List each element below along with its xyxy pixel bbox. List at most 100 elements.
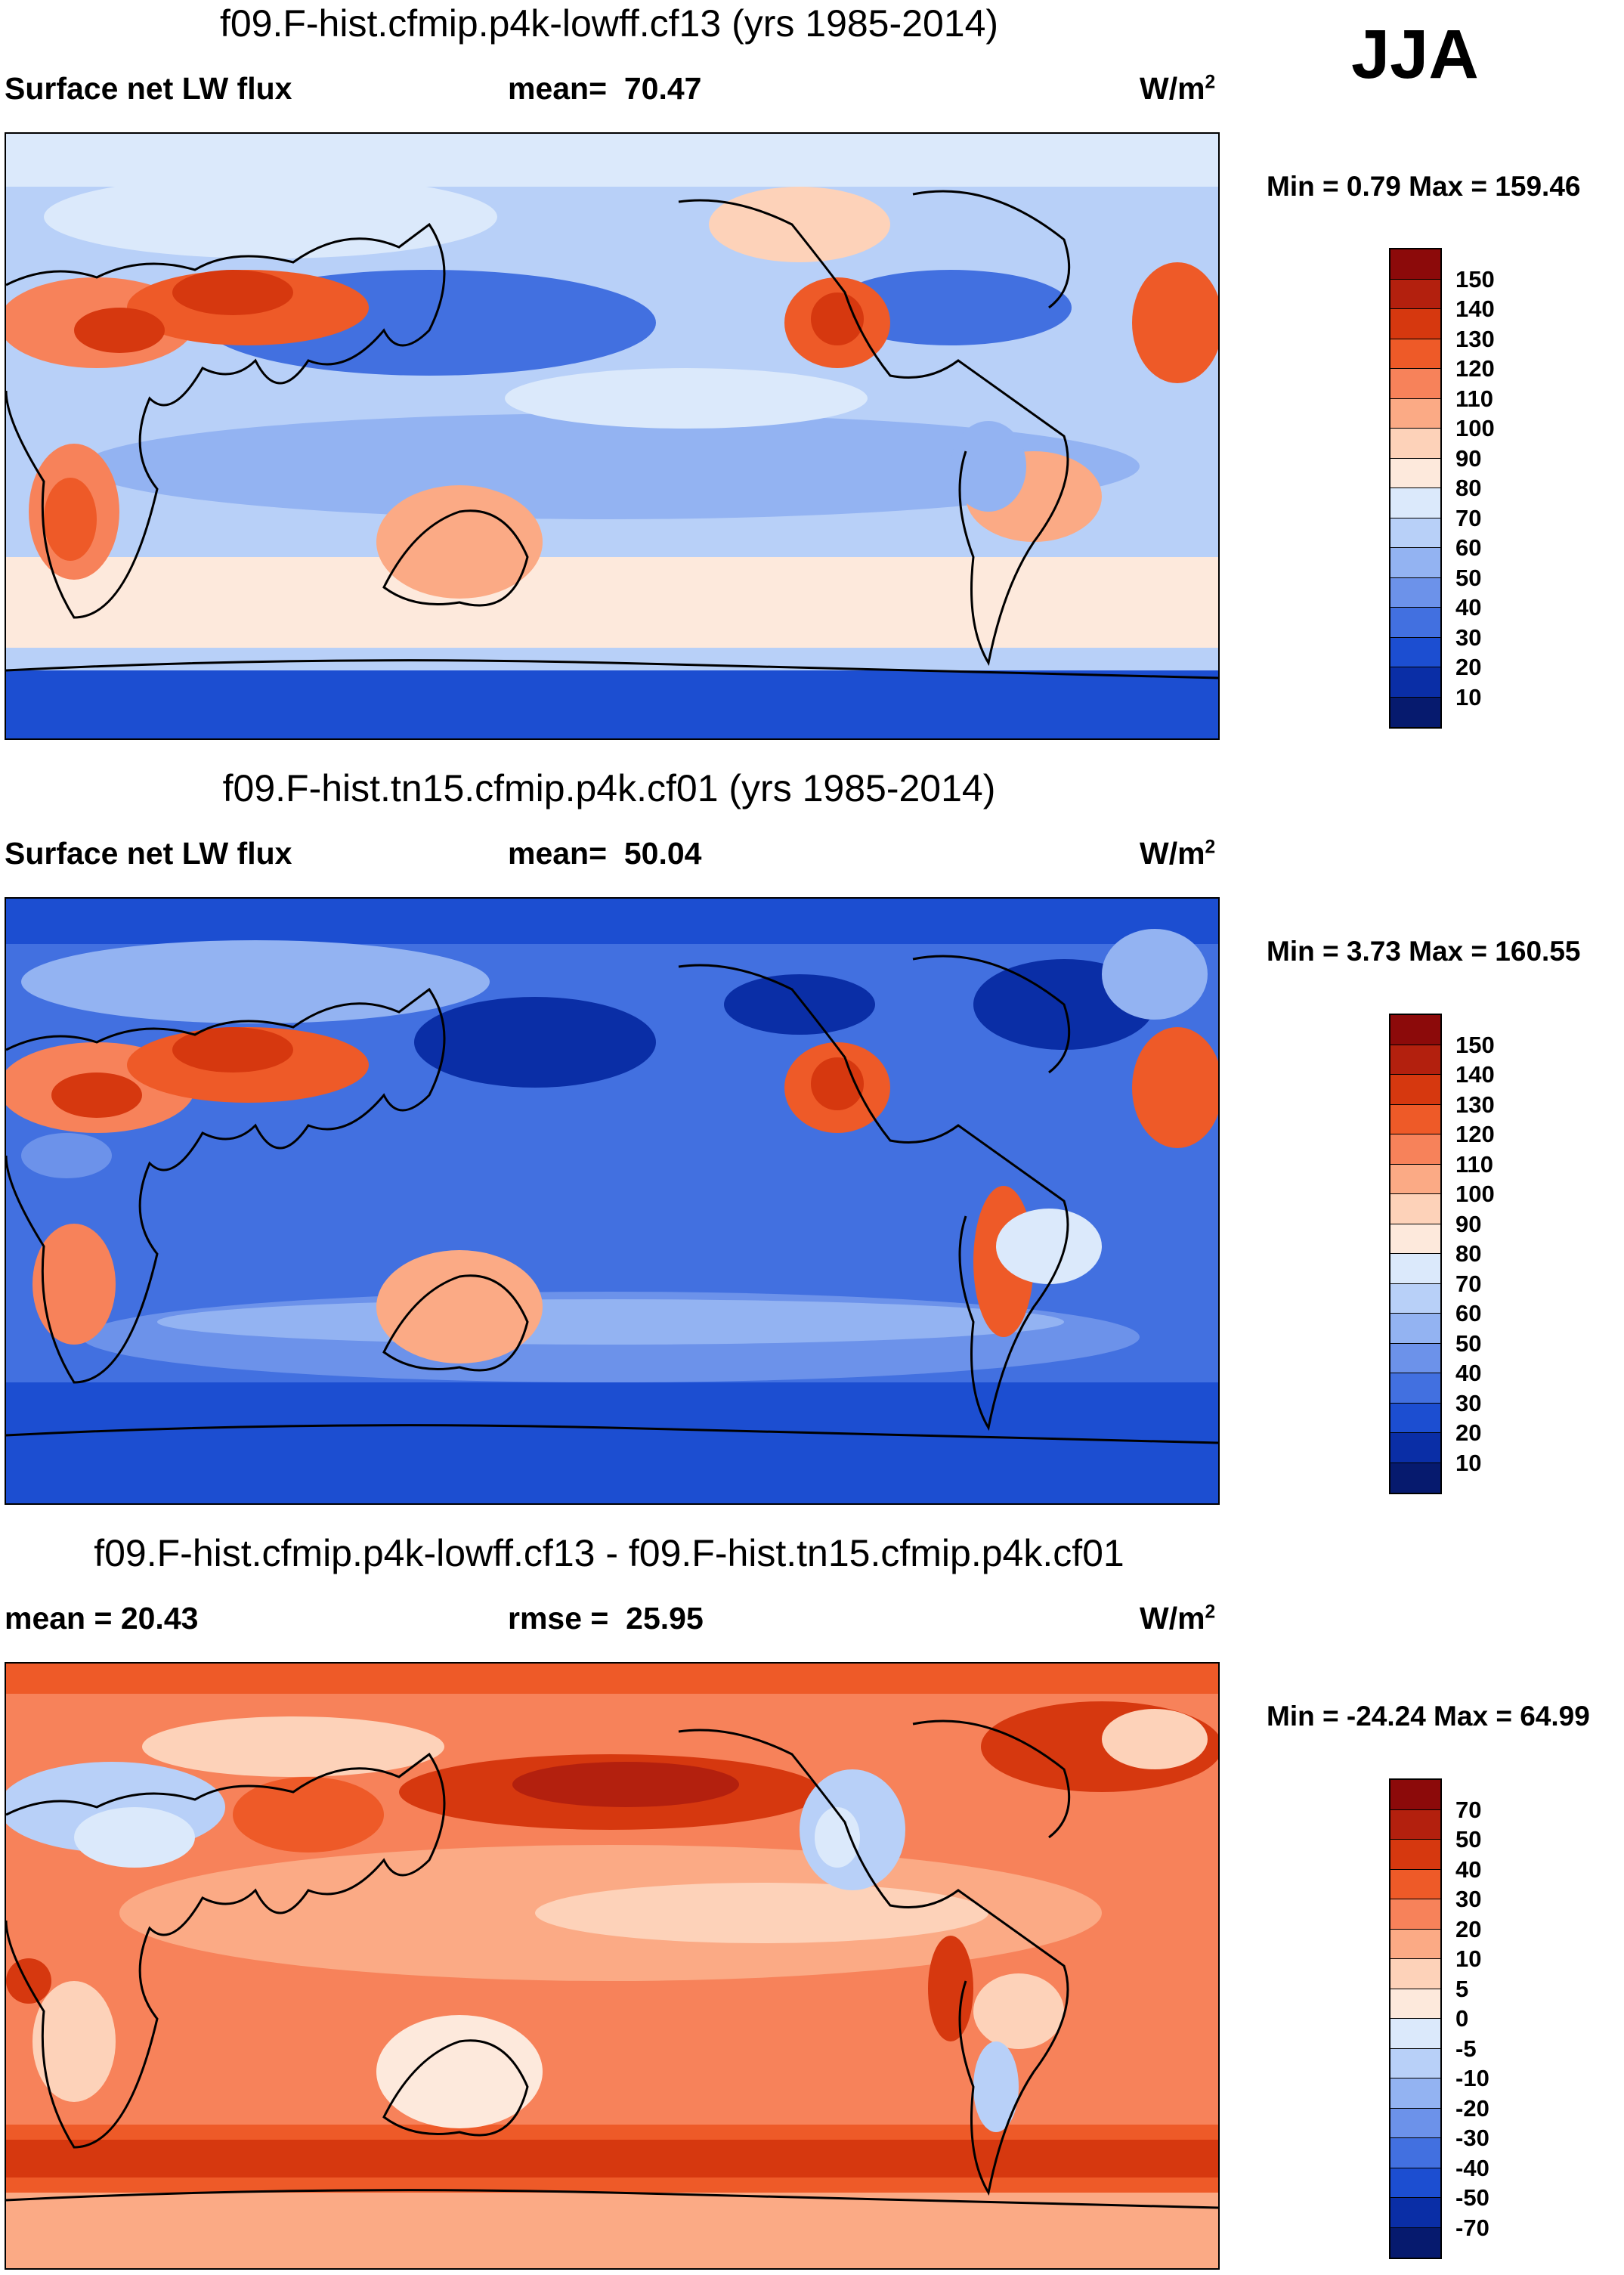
colorbar-tick-label: 30 [1455, 1389, 1482, 1416]
colorbar-swatch [1390, 1809, 1440, 1840]
colorbar-swatch [1390, 1015, 1440, 1045]
colorbar-tick-label: 10 [1455, 1449, 1482, 1476]
panel3-rmse: rmse = 25.95 [508, 1601, 704, 1636]
colorbar-tick-label: 50 [1455, 1329, 1482, 1357]
colorbar-swatch [1390, 1959, 1440, 1989]
panel2-units: W/m2 [1140, 836, 1216, 871]
colorbar-tick-label: 30 [1455, 624, 1482, 651]
colorbar-swatch [1390, 2019, 1440, 2049]
colorbar-tick-label: 90 [1455, 444, 1482, 472]
colorbar-tick-label: 140 [1455, 296, 1495, 322]
colorbar-swatch [1390, 458, 1440, 488]
colorbar-tick-label: 90 [1455, 1210, 1482, 1237]
panel3-mean: mean = 20.43 [5, 1601, 199, 1636]
colorbar-swatch [1390, 2048, 1440, 2078]
panel3-units: W/m2 [1140, 1601, 1216, 1636]
colorbar-tick-label: 40 [1455, 594, 1482, 621]
colorbar-swatch [1390, 309, 1440, 339]
panel2-colorbar [1389, 1014, 1442, 1494]
panel1-title: f09.F-hist.cfmip.p4k-lowff.cf13 (yrs 198… [219, 2, 999, 45]
colorbar-swatch [1390, 1314, 1440, 1344]
colorbar-tick-label: 80 [1455, 1240, 1482, 1267]
colorbar-swatch [1390, 2227, 1440, 2258]
colorbar-tick-label: 150 [1455, 1031, 1495, 1058]
colorbar-tick-label: -5 [1455, 2035, 1477, 2062]
colorbar-tick-label: 60 [1455, 1300, 1482, 1326]
season-label: JJA [1351, 16, 1479, 93]
colorbar-tick-label: 30 [1455, 1886, 1482, 1912]
colorbar-tick-label: 80 [1455, 475, 1482, 501]
colorbar-tick-label: -70 [1455, 2214, 1489, 2241]
colorbar-swatch [1390, 1989, 1440, 2019]
panel2-title: f09.F-hist.tn15.cfmip.p4k.cf01 (yrs 1985… [222, 767, 996, 809]
colorbar-tick-label: 100 [1455, 415, 1495, 441]
panel3-map [5, 1662, 1220, 2270]
panel1-colorbar [1389, 248, 1442, 729]
colorbar-swatch [1390, 1433, 1440, 1463]
colorbar-swatch [1390, 1194, 1440, 1224]
colorbar-swatch [1390, 548, 1440, 578]
colorbar-tick-label: 50 [1455, 564, 1482, 591]
panel1-units: W/m2 [1140, 71, 1216, 106]
colorbar-swatch [1390, 1929, 1440, 1959]
colorbar-swatch [1390, 1283, 1440, 1314]
colorbar-swatch [1390, 249, 1440, 280]
colorbar-swatch [1390, 1045, 1440, 1075]
panel1-mean: mean= 70.47 [508, 71, 702, 106]
colorbar-swatch [1390, 369, 1440, 399]
panel2-map [5, 897, 1220, 1505]
colorbar-swatch [1390, 1403, 1440, 1433]
colorbar-tick-label: -10 [1455, 2065, 1489, 2091]
colorbar-swatch [1390, 608, 1440, 638]
colorbar-tick-label: 110 [1455, 385, 1494, 412]
colorbar-swatch [1390, 429, 1440, 459]
colorbar-swatch [1390, 1104, 1440, 1134]
panel2-mean: mean= 50.04 [508, 836, 702, 871]
colorbar-tick-label: 120 [1455, 355, 1495, 382]
colorbar-tick-label: 10 [1455, 1945, 1482, 1972]
colorbar-swatch [1390, 697, 1440, 727]
colorbar-tick-label: 70 [1455, 504, 1482, 531]
colorbar-swatch [1390, 577, 1440, 608]
colorbar-tick-label: 150 [1455, 265, 1495, 292]
colorbar-tick-label: 130 [1455, 325, 1495, 352]
colorbar-tick-label: 130 [1455, 1091, 1495, 1118]
colorbar-swatch [1390, 1075, 1440, 1105]
colorbar-tick-label: 5 [1455, 1975, 1469, 2002]
colorbar-tick-label: 10 [1455, 683, 1482, 710]
colorbar-swatch [1390, 1780, 1440, 1810]
colorbar-tick-label: -50 [1455, 2184, 1489, 2211]
panel1-variable: Surface net LW flux [5, 71, 292, 106]
colorbar-swatch [1390, 1899, 1440, 1930]
panel2-variable: Surface net LW flux [5, 836, 292, 871]
colorbar-swatch [1390, 2108, 1440, 2138]
colorbar-swatch [1390, 488, 1440, 518]
colorbar-swatch [1390, 1224, 1440, 1254]
colorbar-swatch [1390, 398, 1440, 429]
colorbar-swatch [1390, 279, 1440, 309]
colorbar-tick-label: 50 [1455, 1826, 1482, 1852]
colorbar-tick-label: 20 [1455, 1419, 1482, 1446]
panel3-title: f09.F-hist.cfmip.p4k-lowff.cf13 - f09.F-… [94, 1532, 1124, 1574]
colorbar-tick-label: 60 [1455, 534, 1482, 561]
colorbar-swatch [1390, 339, 1440, 369]
panel1-map [5, 132, 1220, 740]
panel1-minmax: Min = 0.79 Max = 159.46 [1267, 171, 1581, 202]
colorbar-tick-label: 110 [1455, 1150, 1494, 1178]
panel2-minmax: Min = 3.73 Max = 160.55 [1267, 936, 1581, 967]
colorbar-tick-label: 40 [1455, 1360, 1482, 1386]
colorbar-swatch [1390, 2168, 1440, 2198]
colorbar-tick-label: 20 [1455, 1915, 1482, 1942]
panel3-field [6, 1664, 1218, 2268]
colorbar-swatch [1390, 667, 1440, 698]
colorbar-swatch [1390, 2198, 1440, 2228]
colorbar-swatch [1390, 1462, 1440, 1493]
colorbar-tick-label: -20 [1455, 2094, 1489, 2122]
colorbar-tick-label: -40 [1455, 2154, 1489, 2181]
colorbar-swatch [1390, 2078, 1440, 2109]
colorbar-swatch [1390, 637, 1440, 667]
colorbar-tick-label: 120 [1455, 1121, 1495, 1147]
colorbar-swatch [1390, 2138, 1440, 2168]
colorbar-swatch [1390, 1840, 1440, 1870]
colorbar-swatch [1390, 1343, 1440, 1373]
